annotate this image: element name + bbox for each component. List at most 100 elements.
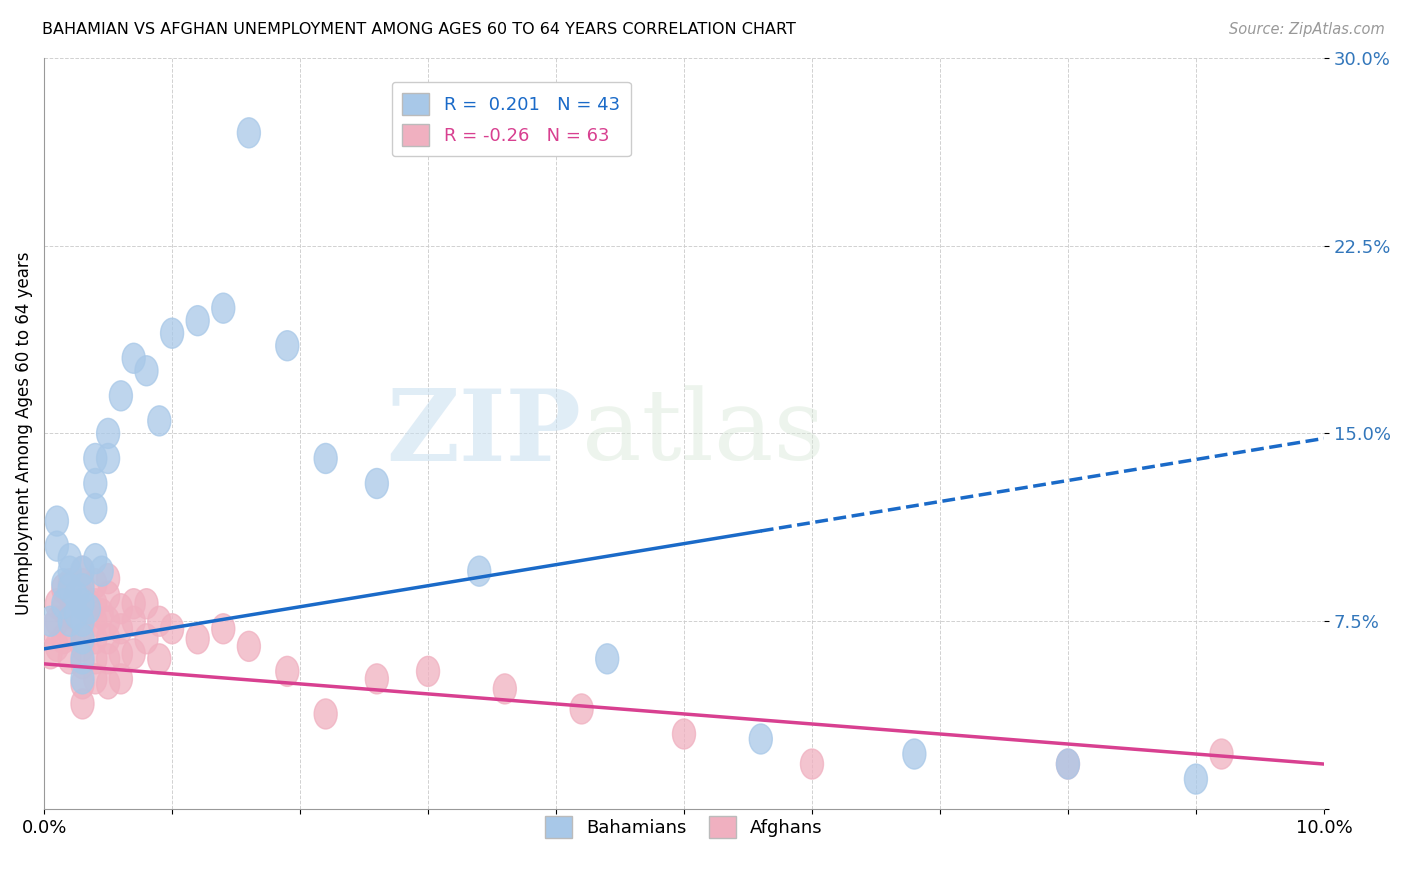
Ellipse shape (70, 574, 94, 604)
Ellipse shape (800, 749, 824, 779)
Ellipse shape (39, 639, 62, 669)
Ellipse shape (110, 381, 132, 411)
Ellipse shape (148, 607, 170, 636)
Ellipse shape (45, 589, 69, 619)
Ellipse shape (84, 443, 107, 474)
Ellipse shape (65, 599, 87, 629)
Ellipse shape (97, 607, 120, 636)
Ellipse shape (70, 556, 94, 586)
Ellipse shape (70, 569, 94, 599)
Ellipse shape (58, 599, 82, 629)
Ellipse shape (84, 468, 107, 499)
Ellipse shape (569, 694, 593, 724)
Ellipse shape (65, 582, 87, 611)
Ellipse shape (276, 331, 299, 360)
Ellipse shape (58, 556, 82, 586)
Ellipse shape (58, 569, 82, 599)
Ellipse shape (84, 569, 107, 599)
Ellipse shape (70, 556, 94, 586)
Ellipse shape (58, 543, 82, 574)
Ellipse shape (110, 639, 132, 669)
Ellipse shape (45, 632, 69, 661)
Ellipse shape (148, 644, 170, 673)
Ellipse shape (90, 599, 114, 629)
Ellipse shape (97, 443, 120, 474)
Ellipse shape (58, 582, 82, 611)
Ellipse shape (45, 506, 69, 536)
Ellipse shape (1056, 749, 1080, 779)
Ellipse shape (160, 318, 184, 348)
Ellipse shape (494, 673, 516, 704)
Ellipse shape (39, 614, 62, 644)
Ellipse shape (97, 418, 120, 449)
Ellipse shape (58, 574, 82, 604)
Ellipse shape (416, 657, 440, 687)
Ellipse shape (186, 624, 209, 654)
Legend: Bahamians, Afghans: Bahamians, Afghans (538, 809, 830, 846)
Ellipse shape (160, 614, 184, 644)
Ellipse shape (1056, 749, 1080, 779)
Ellipse shape (97, 582, 120, 611)
Ellipse shape (84, 664, 107, 694)
Ellipse shape (84, 493, 107, 524)
Ellipse shape (70, 664, 94, 694)
Ellipse shape (70, 644, 94, 673)
Ellipse shape (77, 594, 100, 624)
Ellipse shape (122, 607, 145, 636)
Ellipse shape (70, 669, 94, 699)
Ellipse shape (135, 356, 157, 386)
Ellipse shape (70, 589, 94, 619)
Ellipse shape (238, 632, 260, 661)
Ellipse shape (52, 569, 75, 599)
Ellipse shape (84, 543, 107, 574)
Ellipse shape (314, 699, 337, 729)
Ellipse shape (65, 574, 87, 604)
Ellipse shape (97, 644, 120, 673)
Ellipse shape (212, 614, 235, 644)
Ellipse shape (238, 118, 260, 148)
Ellipse shape (90, 556, 114, 586)
Ellipse shape (58, 607, 82, 636)
Ellipse shape (52, 574, 75, 604)
Ellipse shape (148, 406, 170, 436)
Ellipse shape (97, 669, 120, 699)
Ellipse shape (1184, 764, 1208, 794)
Ellipse shape (276, 657, 299, 687)
Text: atlas: atlas (582, 385, 824, 482)
Ellipse shape (84, 589, 107, 619)
Ellipse shape (468, 556, 491, 586)
Ellipse shape (65, 599, 87, 629)
Ellipse shape (70, 689, 94, 719)
Ellipse shape (110, 614, 132, 644)
Ellipse shape (70, 632, 94, 661)
Ellipse shape (52, 624, 75, 654)
Ellipse shape (97, 564, 120, 594)
Ellipse shape (314, 443, 337, 474)
Ellipse shape (366, 664, 388, 694)
Ellipse shape (596, 644, 619, 673)
Ellipse shape (84, 644, 107, 673)
Ellipse shape (186, 306, 209, 335)
Ellipse shape (749, 724, 772, 754)
Ellipse shape (366, 468, 388, 499)
Ellipse shape (97, 624, 120, 654)
Ellipse shape (70, 607, 94, 636)
Ellipse shape (122, 589, 145, 619)
Ellipse shape (110, 594, 132, 624)
Ellipse shape (52, 589, 75, 619)
Ellipse shape (52, 594, 75, 624)
Ellipse shape (135, 589, 157, 619)
Ellipse shape (903, 739, 927, 769)
Y-axis label: Unemployment Among Ages 60 to 64 years: Unemployment Among Ages 60 to 64 years (15, 252, 32, 615)
Ellipse shape (45, 531, 69, 561)
Ellipse shape (70, 624, 94, 654)
Text: ZIP: ZIP (387, 385, 582, 482)
Ellipse shape (70, 582, 94, 611)
Text: BAHAMIAN VS AFGHAN UNEMPLOYMENT AMONG AGES 60 TO 64 YEARS CORRELATION CHART: BAHAMIAN VS AFGHAN UNEMPLOYMENT AMONG AG… (42, 22, 796, 37)
Ellipse shape (122, 343, 145, 373)
Ellipse shape (77, 589, 100, 619)
Ellipse shape (45, 607, 69, 636)
Text: Source: ZipAtlas.com: Source: ZipAtlas.com (1229, 22, 1385, 37)
Ellipse shape (1211, 739, 1233, 769)
Ellipse shape (39, 607, 62, 636)
